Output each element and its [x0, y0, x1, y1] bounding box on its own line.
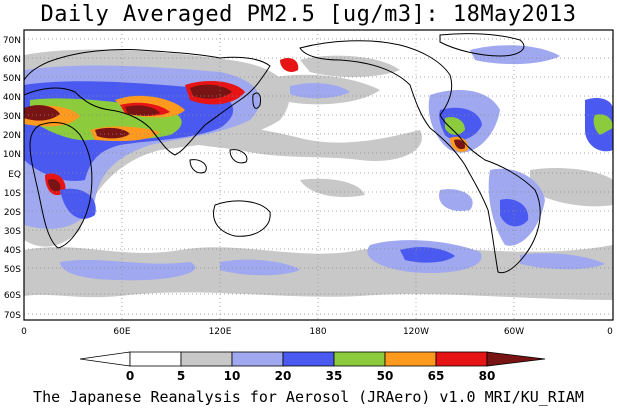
longitude-axis: 0 60E 120E 180 120W 60W 0 [21, 327, 613, 337]
colorbar-tick: 35 [326, 369, 343, 383]
lat-label: 70S [4, 311, 21, 321]
lon-label: 120W [403, 327, 429, 337]
colorbar-tick: 20 [275, 369, 292, 383]
lat-label: 40N [3, 93, 21, 103]
colorbar-swatch [129, 351, 182, 367]
colorbar-tick: 65 [428, 369, 445, 383]
colorbar-swatch [384, 351, 437, 367]
lon-label: 180 [309, 327, 326, 337]
colorbar-swatch [333, 351, 386, 367]
lat-label: 30S [4, 227, 21, 237]
lat-label: 40S [4, 246, 21, 256]
map-frame [23, 29, 614, 321]
coastlines [24, 33, 541, 274]
lat-label: EQ [8, 170, 21, 180]
lat-label: 60S [4, 291, 21, 301]
lat-label: 50N [3, 74, 21, 84]
map-title: Daily Averaged PM2.5 [ug/m3]: 18May2013 [40, 2, 577, 27]
lat-label: 10N [3, 150, 21, 160]
latitude-axis: 70N 60N 50N 40N 30N 20N 10N EQ 10S 20S 3… [3, 36, 21, 321]
colorbar-swatch [435, 351, 488, 367]
colorbar: 0 5 10 20 35 50 65 80 [79, 351, 546, 383]
footer-credit: The Japanese Reanalysis for Aerosol (JRA… [33, 388, 584, 406]
colorbar-tick: 80 [479, 369, 496, 383]
lon-label: 60E [113, 327, 130, 337]
lat-label: 70N [3, 36, 21, 46]
graticule [24, 30, 613, 320]
lon-label: 60W [504, 327, 524, 337]
colorbar-tick: 5 [177, 369, 185, 383]
pm25-field [24, 30, 613, 320]
lat-label: 20N [3, 131, 21, 141]
lon-label: 0 [21, 327, 27, 337]
colorbar-tick: 10 [224, 369, 241, 383]
colorbar-right-arrow [486, 351, 546, 367]
lat-label: 20S [4, 208, 21, 218]
lat-label: 30N [3, 112, 21, 122]
colorbar-swatch [282, 351, 335, 367]
colorbar-tick: 0 [126, 369, 134, 383]
lon-label: 120E [209, 327, 232, 337]
colorbar-swatch [231, 351, 284, 367]
lat-label: 50S [4, 265, 21, 275]
colorbar-swatch [180, 351, 233, 367]
lat-label: 60N [3, 55, 21, 65]
lon-label: 0 [607, 327, 613, 337]
lat-label: 10S [4, 189, 21, 199]
colorbar-tick: 50 [377, 369, 394, 383]
colorbar-left-arrow [79, 351, 131, 367]
